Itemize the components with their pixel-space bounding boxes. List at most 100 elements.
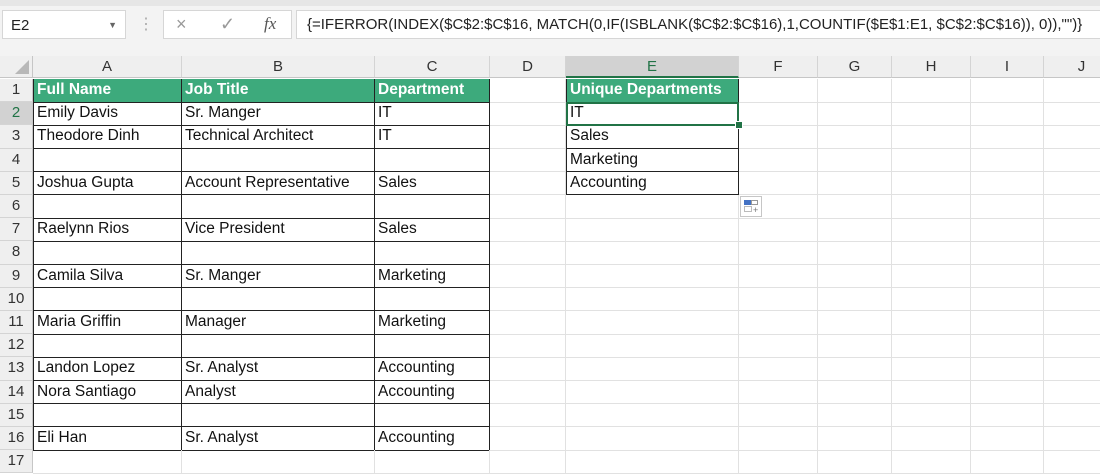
column-header-i[interactable]: I xyxy=(971,56,1044,78)
cell-J9[interactable] xyxy=(1044,265,1100,289)
cell-B13[interactable]: Sr. Analyst xyxy=(182,357,375,382)
cell-D10[interactable] xyxy=(490,287,566,312)
row-header-2[interactable]: 2 xyxy=(0,102,33,126)
cell-D1[interactable] xyxy=(490,79,566,103)
cell-E11[interactable] xyxy=(566,311,739,335)
cell-B4[interactable] xyxy=(182,148,375,173)
cell-C5[interactable]: Sales xyxy=(375,171,490,196)
cell-A2[interactable]: Emily Davis xyxy=(33,102,182,126)
row-header-9[interactable]: 9 xyxy=(0,264,33,288)
cell-C4[interactable] xyxy=(375,148,490,173)
cell-H7[interactable] xyxy=(892,218,971,242)
cell-D8[interactable] xyxy=(490,241,566,266)
cell-F6[interactable] xyxy=(739,195,818,219)
cell-C10[interactable] xyxy=(375,287,490,312)
cell-D11[interactable] xyxy=(490,311,566,335)
cell-A11[interactable]: Maria Griffin xyxy=(33,311,182,335)
cell-F10[interactable] xyxy=(739,287,818,312)
cell-B12[interactable] xyxy=(182,334,375,358)
worksheet-grid[interactable]: A B C D E F G H I J 1 Full Name Job Title Department U… xyxy=(0,56,1100,474)
column-header-c[interactable]: C xyxy=(375,56,490,78)
row-header-13[interactable]: 13 xyxy=(0,357,33,381)
cell-B3[interactable]: Technical Architect xyxy=(182,125,375,150)
cell-A15[interactable] xyxy=(33,403,182,428)
cell-J11[interactable] xyxy=(1044,311,1100,335)
cell-G12[interactable] xyxy=(818,334,892,358)
cell-H8[interactable] xyxy=(892,241,971,266)
cell-J13[interactable] xyxy=(1044,357,1100,382)
cell-E15[interactable] xyxy=(566,403,739,428)
cell-A1[interactable]: Full Name xyxy=(33,79,182,103)
cell-I8[interactable] xyxy=(971,241,1044,266)
cell-G4[interactable] xyxy=(818,148,892,173)
row-header-12[interactable]: 12 xyxy=(0,334,33,358)
cell-H11[interactable] xyxy=(892,311,971,335)
chevron-down-icon[interactable]: ▼ xyxy=(108,20,117,30)
cell-E5[interactable]: Accounting xyxy=(566,171,739,196)
cell-G17[interactable] xyxy=(818,450,892,474)
cell-G15[interactable] xyxy=(818,403,892,428)
cell-B8[interactable] xyxy=(182,241,375,266)
cell-B11[interactable]: Manager xyxy=(182,311,375,335)
cell-D12[interactable] xyxy=(490,334,566,358)
cell-D9[interactable] xyxy=(490,264,566,289)
name-box[interactable]: E2 ▼ xyxy=(2,10,126,39)
cell-C14[interactable]: Accounting xyxy=(375,380,490,405)
cell-G1[interactable] xyxy=(818,79,892,103)
cell-B1[interactable]: Job Title xyxy=(182,79,375,103)
cell-A14[interactable]: Nora Santiago xyxy=(33,380,182,405)
cell-J16[interactable] xyxy=(1044,427,1100,451)
cell-C15[interactable] xyxy=(375,403,490,428)
cell-H15[interactable] xyxy=(892,403,971,428)
cell-J5[interactable] xyxy=(1044,172,1100,196)
cell-F14[interactable] xyxy=(739,380,818,405)
cell-H3[interactable] xyxy=(892,125,971,150)
cell-H12[interactable] xyxy=(892,334,971,358)
cell-C13[interactable]: Accounting xyxy=(375,357,490,382)
cell-F11[interactable] xyxy=(739,311,818,335)
cell-I11[interactable] xyxy=(971,311,1044,335)
row-header-6[interactable]: 6 xyxy=(0,195,33,219)
cell-I7[interactable] xyxy=(971,218,1044,242)
cell-A5[interactable]: Joshua Gupta xyxy=(33,171,182,196)
cell-E13[interactable] xyxy=(566,357,739,382)
cell-A6[interactable] xyxy=(33,195,182,219)
cell-I9[interactable] xyxy=(971,264,1044,289)
cell-A17[interactable] xyxy=(33,450,182,474)
cell-F13[interactable] xyxy=(739,357,818,382)
cell-J3[interactable] xyxy=(1044,125,1100,150)
row-header-17[interactable]: 17 xyxy=(0,450,33,474)
cell-E7[interactable] xyxy=(566,218,739,242)
cell-D3[interactable] xyxy=(490,125,566,150)
cell-I2[interactable] xyxy=(971,102,1044,126)
row-header-10[interactable]: 10 xyxy=(0,287,33,311)
cell-G13[interactable] xyxy=(818,357,892,382)
cell-E17[interactable] xyxy=(566,450,739,474)
cell-G3[interactable] xyxy=(818,125,892,150)
row-header-3[interactable]: 3 xyxy=(0,125,33,149)
cell-C8[interactable] xyxy=(375,241,490,266)
cell-J14[interactable] xyxy=(1044,381,1100,405)
cell-B9[interactable]: Sr. Manger xyxy=(182,264,375,289)
cell-A4[interactable] xyxy=(33,148,182,173)
row-header-8[interactable]: 8 xyxy=(0,241,33,265)
cell-F15[interactable] xyxy=(739,403,818,428)
column-header-e[interactable]: E xyxy=(566,56,739,78)
cell-F3[interactable] xyxy=(739,125,818,150)
cell-I3[interactable] xyxy=(971,125,1044,150)
cell-J6[interactable] xyxy=(1044,195,1100,219)
cell-E14[interactable] xyxy=(566,380,739,405)
cell-B5[interactable]: Account Representative xyxy=(182,171,375,196)
cell-I6[interactable] xyxy=(971,195,1044,219)
cell-G16[interactable] xyxy=(818,427,892,451)
cell-H14[interactable] xyxy=(892,380,971,405)
cell-H4[interactable] xyxy=(892,148,971,173)
cell-D5[interactable] xyxy=(490,171,566,196)
cell-E2[interactable]: IT xyxy=(566,102,739,126)
cell-G14[interactable] xyxy=(818,380,892,405)
cell-G6[interactable] xyxy=(818,195,892,219)
cell-J15[interactable] xyxy=(1044,404,1100,428)
cell-A16[interactable]: Eli Han xyxy=(33,427,182,451)
cell-B15[interactable] xyxy=(182,403,375,428)
cell-G8[interactable] xyxy=(818,241,892,266)
